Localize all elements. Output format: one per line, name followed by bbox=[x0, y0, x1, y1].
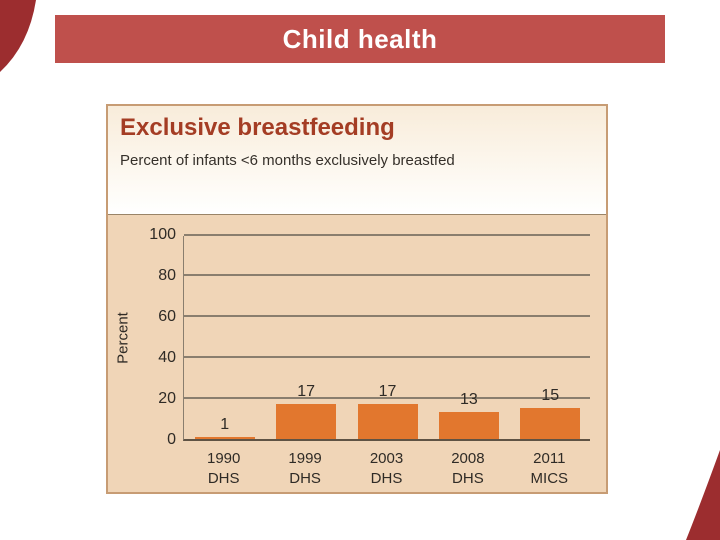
chart-header: Exclusive breastfeeding Percent of infan… bbox=[108, 106, 606, 215]
bar-value-label: 1 bbox=[220, 415, 230, 433]
x-axis-label-year: 2003 bbox=[369, 450, 404, 467]
gridline bbox=[184, 234, 590, 236]
bar bbox=[194, 436, 255, 439]
bar-value-label: 13 bbox=[459, 391, 478, 409]
y-tick-label: 0 bbox=[167, 431, 176, 448]
y-axis-title: Percent bbox=[114, 312, 132, 364]
x-axis-label: 2003 DHS bbox=[347, 449, 427, 489]
y-tick-label: 40 bbox=[158, 349, 176, 366]
gridline bbox=[184, 356, 590, 358]
slide-title: Child health bbox=[282, 23, 438, 54]
bar bbox=[357, 404, 418, 439]
chart-title: Exclusive breastfeeding bbox=[120, 114, 395, 141]
bar-value-label: 15 bbox=[541, 387, 560, 405]
gridline bbox=[184, 274, 590, 276]
x-axis-label-year: 2008 bbox=[451, 450, 485, 467]
x-axis-label-source: DHS bbox=[370, 470, 403, 487]
slide-title-bar: Child health bbox=[55, 15, 665, 63]
x-axis-label: 1999 DHS bbox=[265, 449, 345, 489]
bar-value-label: 17 bbox=[378, 383, 397, 401]
bar-value-label: 17 bbox=[297, 383, 315, 401]
bar bbox=[438, 412, 499, 439]
chart-subtitle: Percent of infants <6 months exclusively… bbox=[120, 152, 455, 169]
x-axis-label-year: 2011 bbox=[533, 450, 566, 467]
corner-decoration-top-left bbox=[0, 0, 36, 72]
x-axis-label-year: 1990 bbox=[207, 450, 241, 467]
x-axis-label-source: DHS bbox=[452, 470, 484, 487]
x-axis-label-source: MICS bbox=[530, 470, 569, 487]
y-tick-label: 80 bbox=[158, 267, 176, 284]
y-tick-label: 60 bbox=[158, 308, 176, 325]
plot-section: Percent 1 17 17 13 15 0 20 40 60 80 100 1990 DHS 199… bbox=[108, 215, 606, 492]
y-tick-label: 100 bbox=[149, 226, 176, 243]
x-axis-label-source: DHS bbox=[289, 470, 321, 487]
bar bbox=[276, 404, 337, 439]
x-axis-label: 1990 DHS bbox=[184, 449, 264, 489]
plot-area: 1 17 17 13 15 bbox=[183, 234, 590, 441]
y-tick-label: 20 bbox=[158, 390, 176, 407]
x-axis-label-source: DHS bbox=[207, 470, 240, 487]
x-axis-label: 2011 MICS bbox=[509, 449, 589, 489]
x-axis-label-year: 1999 bbox=[288, 450, 322, 467]
chart-panel: Exclusive breastfeeding Percent of infan… bbox=[106, 104, 608, 494]
gridline bbox=[184, 315, 590, 317]
corner-decoration-bottom-right bbox=[686, 450, 720, 540]
bar bbox=[520, 408, 581, 439]
gridline bbox=[184, 397, 590, 399]
x-axis-label: 2008 DHS bbox=[428, 449, 508, 489]
